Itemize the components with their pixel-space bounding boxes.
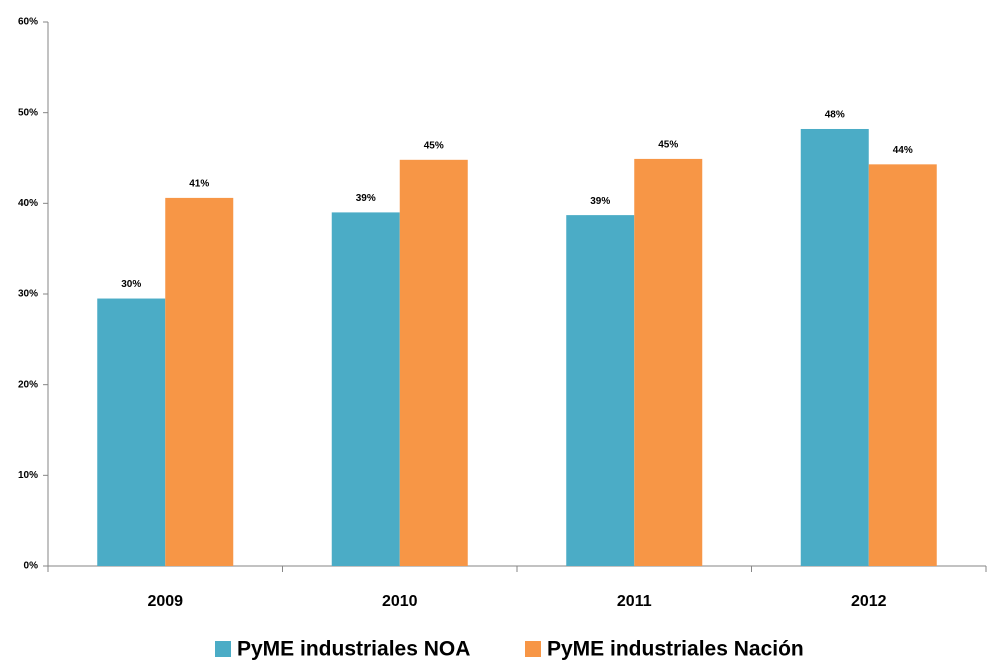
bar [634,158,703,566]
legend-label: PyME industriales Nación [547,638,804,661]
value-label: 45% [424,140,444,151]
value-label: 39% [590,196,610,207]
value-label: 45% [658,140,678,151]
value-label: 44% [893,145,913,156]
bar [868,164,937,566]
y-tick-label: 0% [24,561,39,572]
bar [331,212,400,566]
bar [97,298,166,566]
legend-swatch [215,641,231,657]
y-tick-label: 60% [18,17,38,28]
value-label: 41% [189,179,209,190]
y-tick-label: 50% [18,107,38,118]
y-tick-label: 10% [18,470,38,481]
value-label: 48% [825,110,845,121]
y-tick-label: 20% [18,379,38,390]
x-tick-label: 2011 [617,593,652,610]
value-label: 30% [121,279,141,290]
legend-label: PyME industriales NOA [237,638,470,661]
value-label: 39% [356,193,376,204]
y-tick-label: 40% [18,198,38,209]
x-tick-label: 2009 [147,593,183,610]
x-tick-label: 2012 [851,593,887,610]
bar [566,215,635,566]
x-tick-label: 2010 [382,593,418,610]
bar [399,159,468,566]
y-tick-label: 30% [18,289,38,300]
bar [165,197,234,567]
legend-swatch [525,641,541,657]
bar [800,128,869,566]
